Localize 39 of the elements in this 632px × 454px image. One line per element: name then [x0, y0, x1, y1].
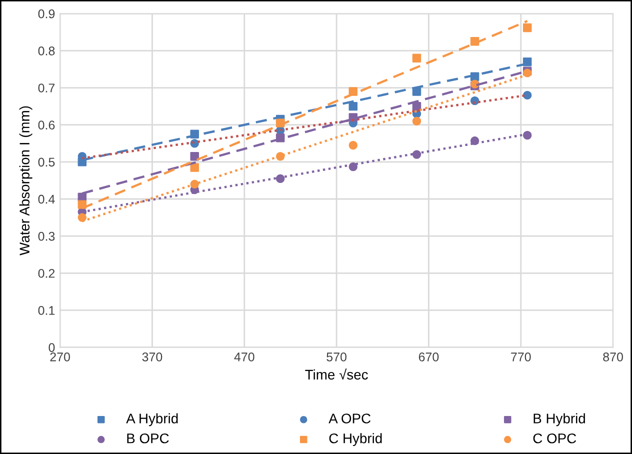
y-tick-label: 0.1 — [38, 306, 55, 315]
point — [412, 54, 422, 62]
point — [190, 180, 199, 189]
legend-label: A OPC — [328, 414, 371, 424]
x-tick-label: 470 — [234, 352, 254, 362]
point — [412, 116, 422, 126]
point — [470, 37, 480, 46]
point — [190, 152, 199, 161]
y-tick-label: 0.8 — [38, 46, 55, 56]
y-tick-label: 0.5 — [38, 158, 55, 167]
legend-label: C OPC — [533, 433, 576, 444]
x-tick-label: 370 — [142, 352, 162, 362]
y-tick-label: 0.6 — [38, 120, 55, 130]
legend-label: B Hybrid — [534, 413, 585, 426]
y-tick-label: 0.2 — [38, 268, 55, 278]
x-tick-label: 770 — [511, 352, 531, 362]
x-tick-label: 570 — [326, 352, 346, 362]
point — [522, 90, 532, 100]
point — [276, 174, 285, 183]
point — [412, 150, 422, 159]
y-axis-title: Water Absorption I (mm) — [19, 106, 32, 256]
y-tick-label: 0.3 — [38, 232, 55, 241]
legend-label: C Hybrid — [329, 433, 382, 446]
x-tick-label: 670 — [418, 352, 439, 362]
x-axis-title: Time √sec — [305, 368, 368, 380]
legend-label: B OPC — [127, 433, 169, 444]
y-tick-label: 0 — [48, 343, 55, 352]
legend-label: A Hybrid — [126, 413, 178, 426]
point — [348, 140, 358, 150]
y-tick-label: 0.4 — [38, 194, 55, 204]
point — [348, 102, 358, 111]
point — [190, 163, 199, 172]
y-tick-label: 0.9 — [38, 9, 55, 18]
point — [522, 23, 532, 32]
y-tick-label: 0.7 — [38, 84, 55, 92]
point — [522, 130, 532, 140]
x-tick-label: 870 — [603, 352, 623, 362]
x-tick-label: 270 — [50, 352, 70, 362]
point — [78, 213, 87, 222]
